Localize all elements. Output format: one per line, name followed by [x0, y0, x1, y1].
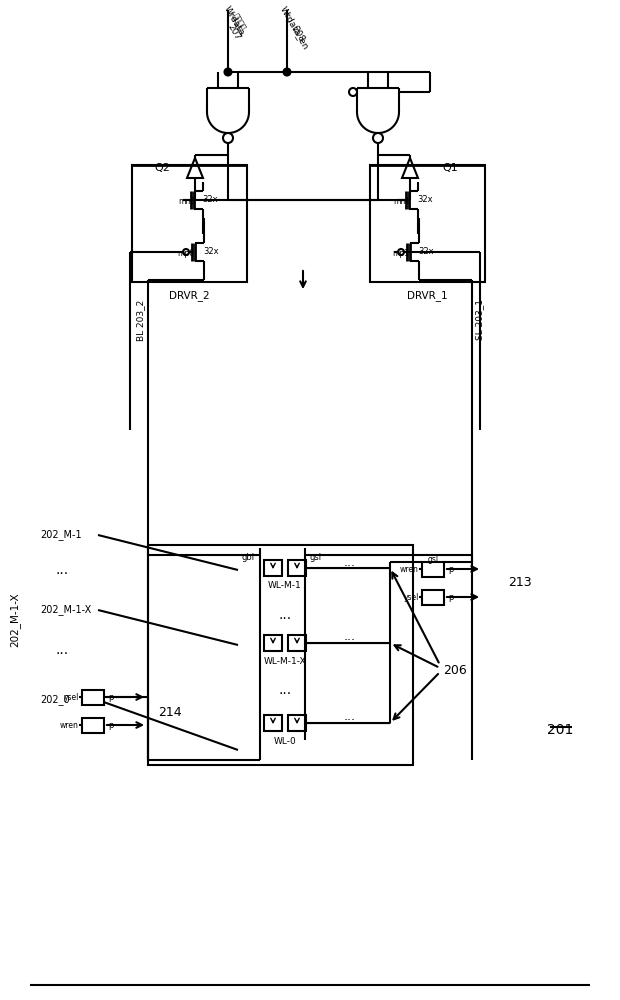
- Bar: [422, 590, 444, 605]
- Text: 214: 214: [158, 706, 182, 718]
- Bar: [370, 165, 485, 282]
- Text: BL 203_2: BL 203_2: [136, 299, 145, 341]
- Bar: [264, 635, 282, 651]
- Text: Wrdata: Wrdata: [222, 5, 246, 38]
- Text: mp1: mp1: [392, 248, 409, 257]
- Text: p: p: [448, 592, 453, 601]
- Text: ...: ...: [55, 643, 69, 657]
- Bar: [288, 560, 306, 576]
- Text: 32x: 32x: [417, 196, 433, 205]
- Text: DRVR_2: DRVR_2: [169, 291, 210, 301]
- Circle shape: [223, 133, 233, 143]
- Bar: [264, 560, 282, 576]
- Bar: [82, 690, 104, 705]
- Text: 32x: 32x: [203, 247, 219, 256]
- Text: ...: ...: [344, 710, 356, 724]
- Text: Q2: Q2: [154, 163, 170, 173]
- Text: 32x: 32x: [418, 247, 434, 256]
- Text: wren: wren: [400, 564, 419, 574]
- Text: mp0: mp0: [177, 248, 195, 257]
- Text: ...: ...: [55, 563, 69, 577]
- Text: p: p: [108, 692, 113, 702]
- Circle shape: [183, 249, 189, 255]
- Text: 206: 206: [443, 664, 467, 676]
- Bar: [288, 635, 306, 651]
- Circle shape: [398, 249, 404, 255]
- Text: gbl: gbl: [242, 554, 255, 562]
- Text: ysel: ysel: [404, 592, 419, 601]
- Text: SL 203_1: SL 203_1: [475, 300, 484, 340]
- Bar: [264, 715, 282, 731]
- Text: 202_0: 202_0: [40, 695, 69, 705]
- Text: ...: ...: [344, 631, 356, 644]
- Text: ...: ...: [344, 556, 356, 568]
- Text: gsl: gsl: [427, 554, 438, 564]
- Text: 202_M-1: 202_M-1: [40, 530, 82, 540]
- Bar: [148, 545, 413, 765]
- Text: 208: 208: [290, 24, 306, 43]
- Bar: [422, 562, 444, 577]
- Text: Q1: Q1: [442, 163, 458, 173]
- Text: 201: 201: [547, 723, 573, 737]
- Text: gsl: gsl: [310, 554, 322, 562]
- Circle shape: [349, 88, 357, 96]
- Text: mn0: mn0: [179, 196, 195, 206]
- Bar: [288, 715, 306, 731]
- Text: ...: ...: [278, 683, 291, 697]
- Circle shape: [224, 68, 231, 76]
- Circle shape: [373, 133, 383, 143]
- Text: WL-0: WL-0: [273, 736, 296, 746]
- Text: 202_M-1-X: 202_M-1-X: [9, 593, 20, 647]
- Text: wren: wren: [60, 720, 79, 730]
- Circle shape: [283, 68, 291, 76]
- Text: DRVR_1: DRVR_1: [407, 291, 448, 301]
- Text: 213: 213: [508, 576, 532, 588]
- Bar: [132, 165, 247, 282]
- Text: p: p: [448, 564, 453, 574]
- Text: ...: ...: [278, 608, 291, 622]
- Text: mn1: mn1: [394, 196, 410, 206]
- Text: 数据输入: 数据输入: [230, 12, 247, 33]
- Text: p: p: [108, 720, 113, 730]
- Text: WL-M-1-X: WL-M-1-X: [264, 656, 306, 666]
- Text: 202_M-1-X: 202_M-1-X: [40, 605, 91, 615]
- Text: Wrdata_en: Wrdata_en: [279, 5, 311, 51]
- Text: 207: 207: [226, 22, 242, 41]
- Text: WL-M-1: WL-M-1: [268, 582, 302, 590]
- Text: 32x: 32x: [202, 196, 218, 205]
- Bar: [82, 718, 104, 733]
- Text: ysel: ysel: [64, 692, 79, 702]
